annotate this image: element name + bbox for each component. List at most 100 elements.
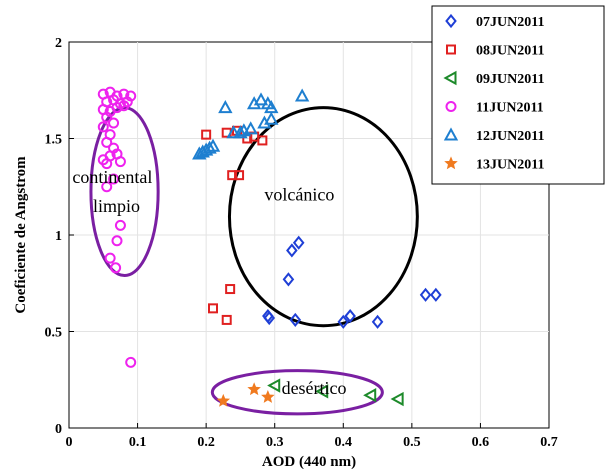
- series-12JUN2011: [192, 88, 310, 160]
- legend-box: [431, 5, 605, 185]
- legend-label: 11JUN2011: [476, 101, 544, 116]
- y-tick-label: 0.5: [45, 326, 63, 341]
- data-point: [294, 88, 310, 102]
- legend-marker: [445, 101, 457, 112]
- data-point: [430, 287, 442, 302]
- y-axis-ticks: 0 0.5 1 1.5 2: [45, 36, 74, 437]
- region-continental-limpio: [89, 106, 160, 278]
- region-ellipses: [89, 106, 419, 416]
- data-point: [247, 382, 261, 396]
- data-point: [419, 287, 432, 302]
- legend-label: 12JUN2011: [476, 129, 544, 144]
- data-point: [363, 387, 377, 403]
- data-point: [292, 235, 305, 250]
- x-tick-label: 0: [66, 435, 73, 450]
- data-point: [257, 135, 268, 146]
- legend-label: 08JUN2011: [476, 44, 544, 59]
- data-point: [108, 117, 120, 129]
- data-point: [253, 92, 269, 106]
- data-point: [225, 284, 236, 295]
- x-tick-label: 0.5: [403, 435, 421, 450]
- y-tick-label: 1: [55, 229, 62, 244]
- legend-marker: [446, 44, 456, 55]
- y-tick-label: 2: [55, 36, 62, 51]
- legend-entry: 12JUN2011: [443, 127, 544, 144]
- x-tick-label: 0.1: [129, 435, 147, 450]
- legend-label: 09JUN2011: [476, 72, 544, 87]
- data-point: [234, 170, 245, 181]
- series-11JUN2011: [97, 86, 137, 368]
- data-point: [261, 390, 275, 403]
- data-point: [108, 173, 120, 185]
- y-axis-label: Coeficiente de Angstrom: [13, 156, 29, 314]
- data-points: [97, 86, 442, 407]
- legend-entry: 13JUN2011: [444, 156, 544, 173]
- data-point: [243, 121, 258, 135]
- region-desertico: [210, 369, 384, 416]
- x-tick-label: 0.4: [335, 435, 353, 450]
- data-point: [226, 125, 241, 139]
- data-point: [216, 393, 231, 407]
- x-axis-label: AOD (440 nm): [262, 454, 356, 470]
- data-point: [101, 158, 113, 170]
- data-point: [125, 356, 137, 368]
- data-point: [208, 303, 218, 314]
- legend-label: 07JUN2011: [476, 15, 544, 30]
- data-point: [104, 252, 116, 264]
- data-point: [110, 262, 122, 274]
- data-point: [114, 156, 126, 168]
- data-point: [111, 235, 123, 247]
- y-tick-label: 1.5: [45, 133, 63, 148]
- data-point: [289, 312, 302, 327]
- annotation-continental: continental: [72, 167, 152, 187]
- data-point: [227, 170, 238, 181]
- legend-marker: [443, 127, 459, 141]
- data-point: [118, 100, 130, 112]
- data-point: [282, 272, 295, 287]
- y-tick-label: 0: [55, 422, 62, 437]
- data-point: [344, 308, 356, 324]
- x-tick-label: 0.3: [266, 435, 284, 450]
- legend-marker: [443, 70, 457, 86]
- legend-entry: 07JUN2011: [445, 13, 544, 30]
- region-labels: continental limpio volcánico desértico: [72, 167, 346, 398]
- x-tick-label: 0.6: [472, 435, 490, 450]
- x-tick-label: 0.2: [197, 435, 215, 450]
- data-point: [315, 384, 329, 399]
- data-point: [263, 310, 276, 326]
- legend: 07JUN2011 08JUN2011 09JUN2011 11JUN2011 12JU…: [431, 5, 605, 185]
- annotation-limpio: limpio: [93, 196, 140, 216]
- legend-entry: 08JUN2011: [446, 44, 544, 59]
- data-point: [286, 243, 298, 258]
- data-point: [101, 136, 113, 148]
- data-point: [264, 111, 279, 125]
- data-point: [97, 121, 109, 133]
- data-point: [267, 378, 281, 393]
- legend-entry: 09JUN2011: [443, 70, 544, 87]
- series-09JUN2011: [267, 378, 404, 407]
- legend-marker: [444, 156, 458, 170]
- data-point: [218, 100, 233, 114]
- data-point: [205, 138, 221, 152]
- data-point: [201, 129, 212, 140]
- data-point: [101, 181, 113, 193]
- series-13JUN2011: [216, 382, 275, 407]
- data-point: [371, 314, 384, 329]
- data-point: [221, 314, 232, 325]
- region-volcanico: [227, 106, 419, 328]
- annotation-volcanico: volcánico: [264, 184, 334, 204]
- data-point: [111, 102, 123, 114]
- data-point: [233, 125, 248, 139]
- legend-entry: 11JUN2011: [445, 101, 544, 116]
- data-point: [101, 111, 113, 123]
- legend-marker: [445, 13, 457, 29]
- legend-label: 13JUN2011: [476, 158, 544, 173]
- annotation-desertico: desértico: [282, 378, 347, 398]
- data-point: [114, 219, 126, 231]
- data-point: [337, 314, 350, 329]
- x-tick-label: 0.7: [540, 435, 558, 450]
- series-07JUN2011: [262, 235, 442, 329]
- x-axis-ticks: 0 0.1 0.2 0.3 0.4 0.5 0.6 0.7: [66, 423, 558, 450]
- data-point: [202, 140, 217, 154]
